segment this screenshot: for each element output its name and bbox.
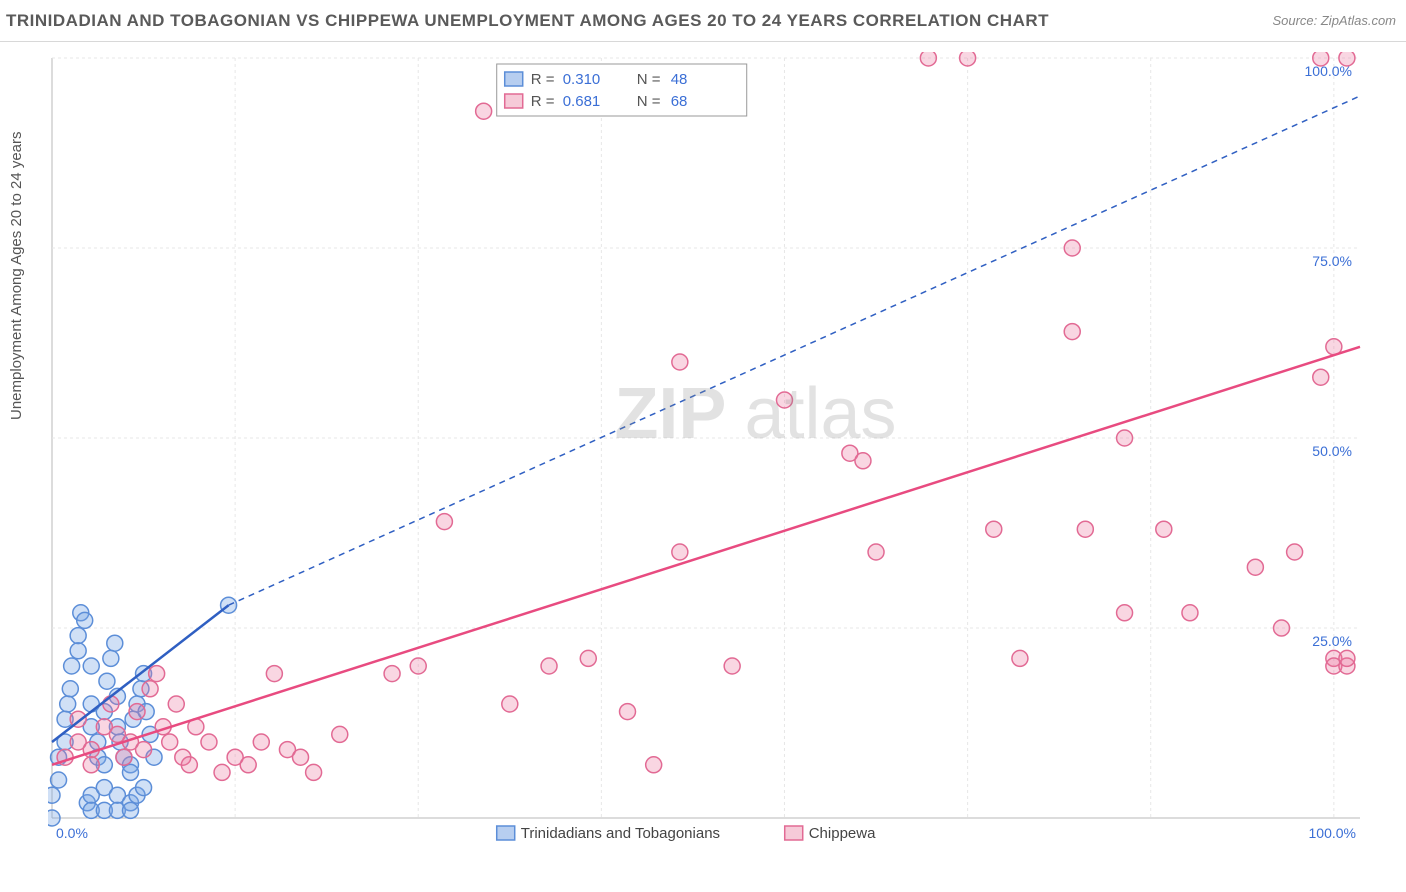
svg-text:0.0%: 0.0% (56, 825, 88, 841)
svg-text:R =: R = (531, 71, 555, 88)
svg-text:0.681: 0.681 (563, 93, 601, 110)
chart-svg: 25.0% 50.0% 75.0% 100.0% 0.0% 100.0% ZIPatlas R… (48, 52, 1378, 852)
svg-text:atlas: atlas (744, 374, 896, 454)
svg-text:R =: R = (531, 93, 555, 110)
chart-header: TRINIDADIAN AND TOBAGONIAN VS CHIPPEWA U… (0, 0, 1406, 42)
scatter-plot: 25.0% 50.0% 75.0% 100.0% 0.0% 100.0% ZIPatlas R… (48, 52, 1378, 852)
svg-text:100.0%: 100.0% (1305, 63, 1352, 79)
svg-text:25.0%: 25.0% (1312, 633, 1352, 649)
svg-text:ZIP: ZIP (614, 374, 726, 454)
svg-text:48: 48 (671, 71, 688, 88)
svg-text:100.0%: 100.0% (1309, 825, 1356, 841)
source-attribution: Source: ZipAtlas.com (1272, 13, 1396, 28)
svg-text:68: 68 (671, 93, 688, 110)
svg-text:0.310: 0.310 (563, 71, 601, 88)
svg-text:N =: N = (637, 93, 661, 110)
svg-text:Trinidadians and Tobagonians: Trinidadians and Tobagonians (521, 825, 720, 842)
svg-text:75.0%: 75.0% (1312, 253, 1352, 269)
y-axis-label: Unemployment Among Ages 20 to 24 years (8, 131, 25, 420)
svg-text:50.0%: 50.0% (1312, 443, 1352, 459)
svg-text:Chippewa: Chippewa (809, 825, 876, 842)
chart-title: TRINIDADIAN AND TOBAGONIAN VS CHIPPEWA U… (6, 11, 1049, 31)
svg-text:N =: N = (637, 71, 661, 88)
